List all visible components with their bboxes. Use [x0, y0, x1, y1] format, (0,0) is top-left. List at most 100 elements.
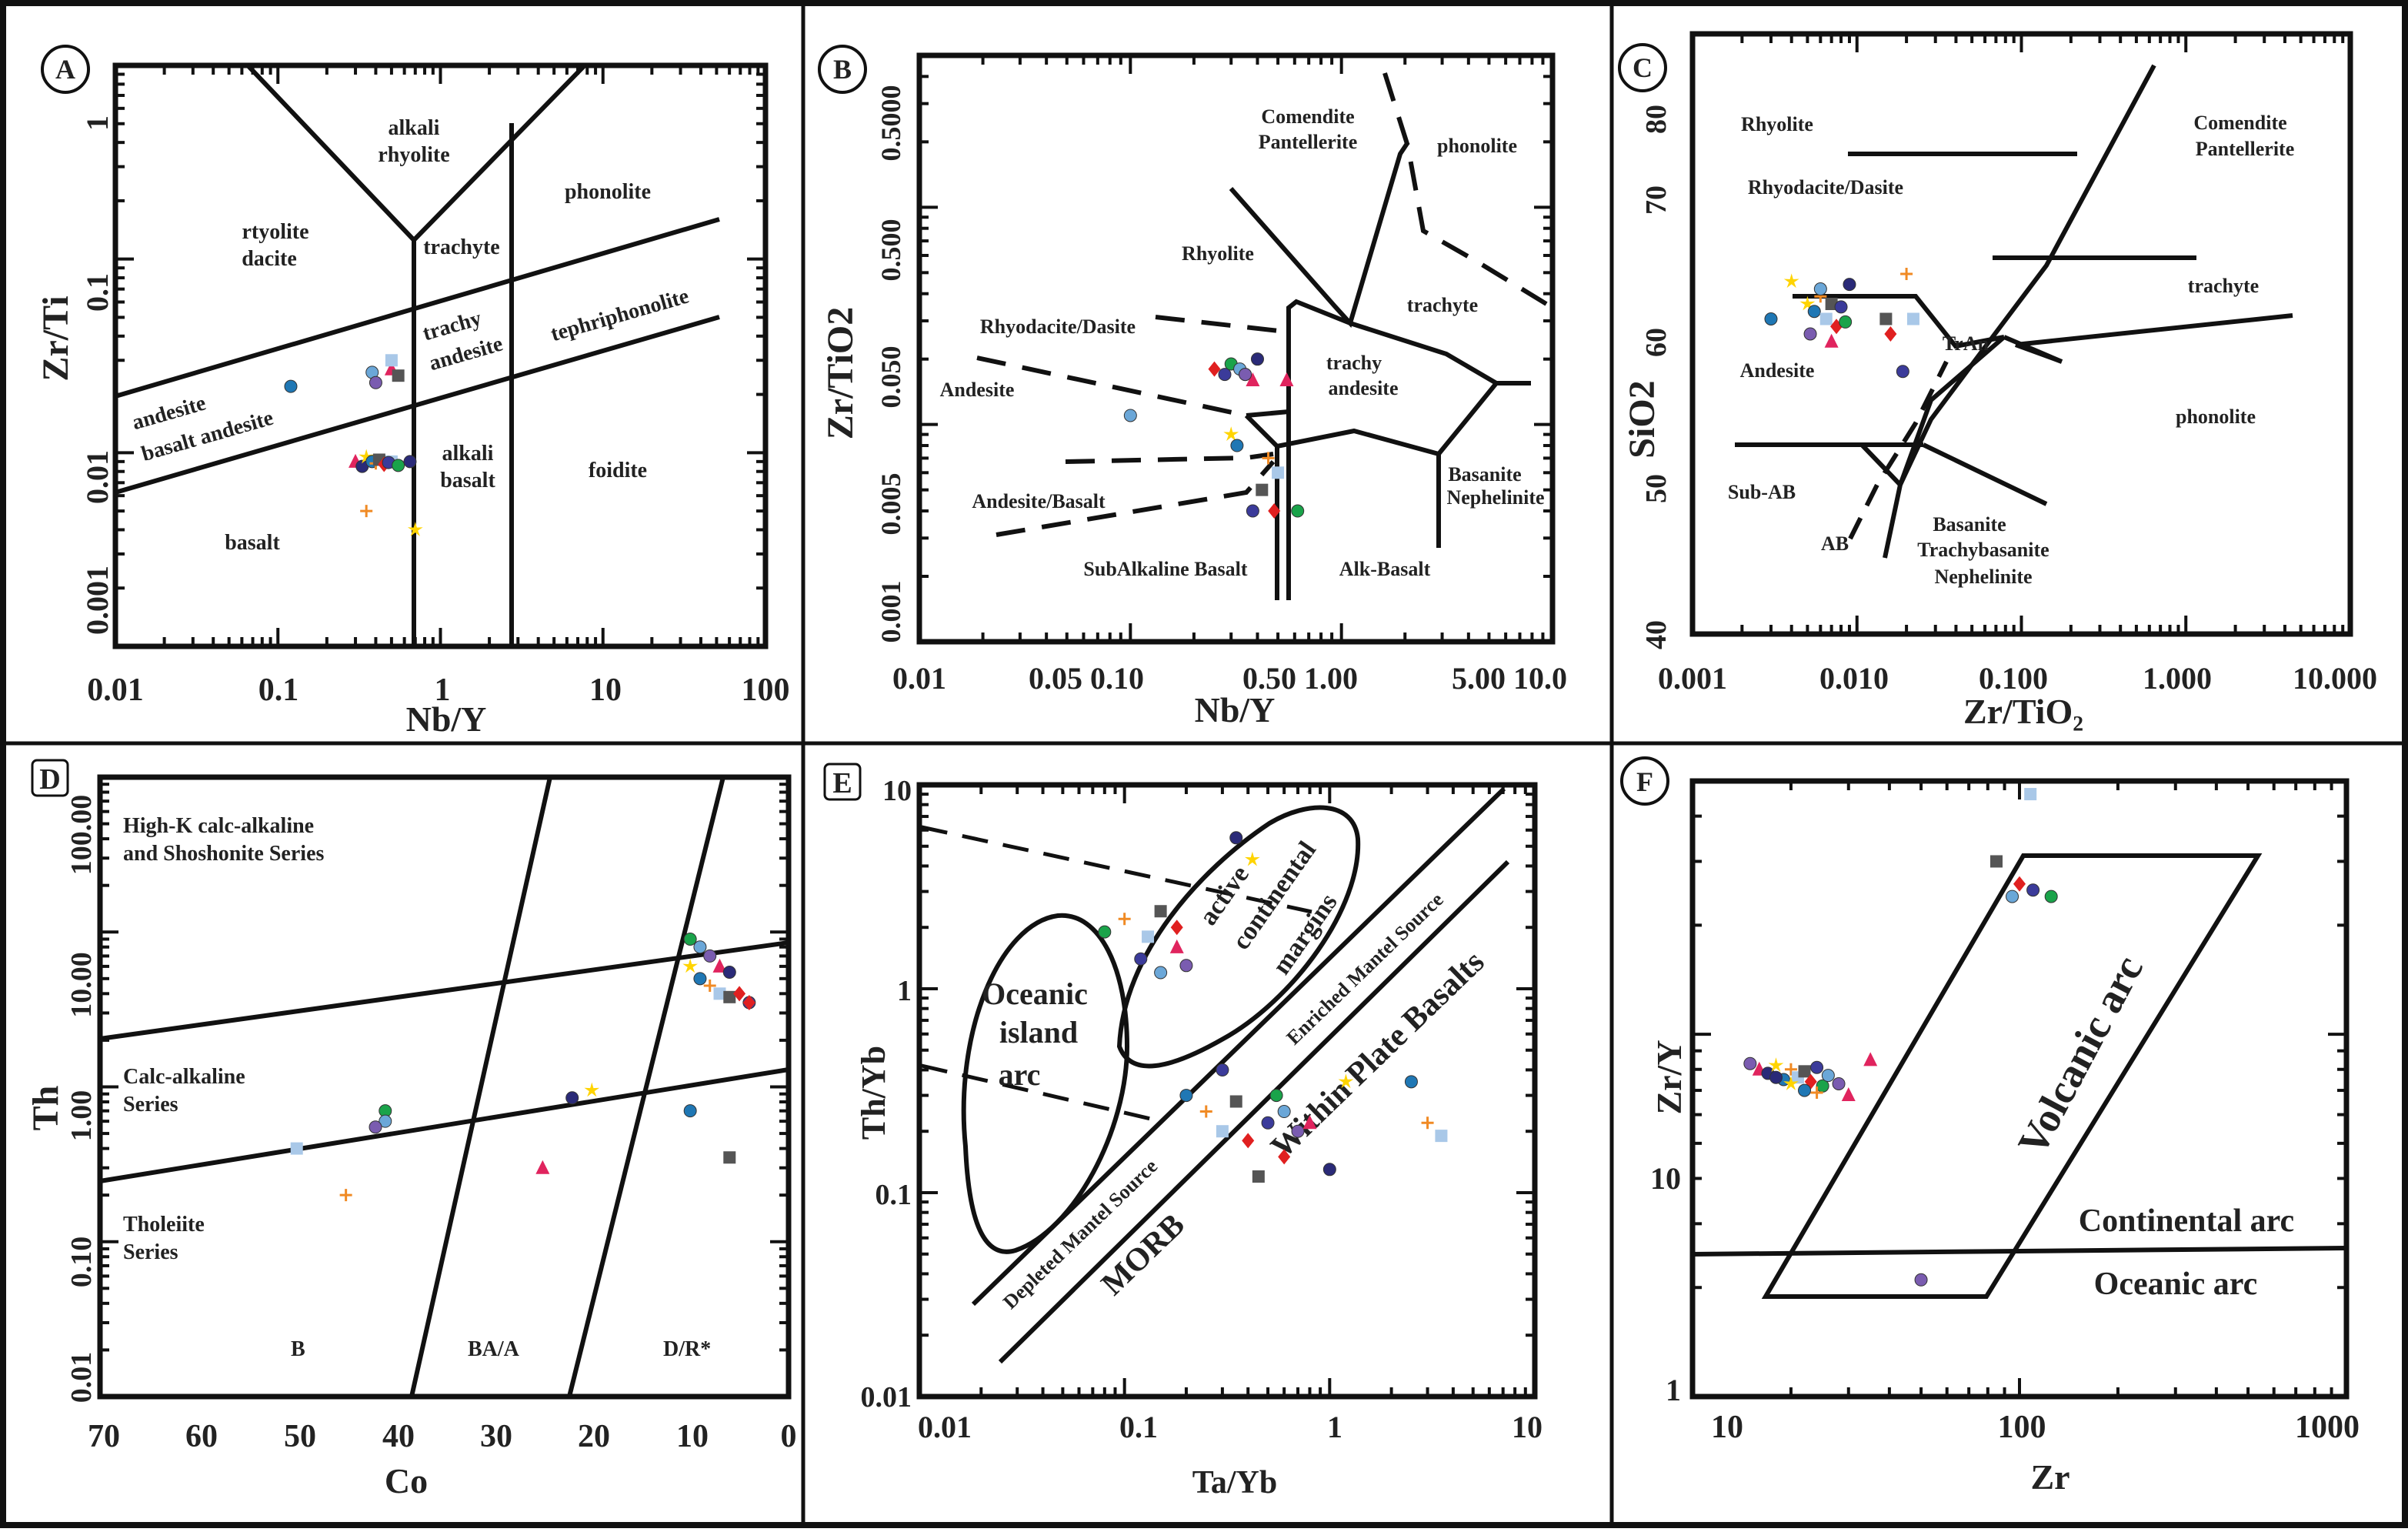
data-point	[1404, 1075, 1418, 1089]
field-e-2: arc	[999, 1057, 1041, 1092]
field-labels-b: Comendite Pantellerite phonolite Rhyolit…	[940, 105, 1545, 580]
panel-letter-c: C	[1633, 52, 1653, 83]
data-point	[1798, 1083, 1812, 1097]
field-c-0: Rhyolite	[1741, 113, 1813, 135]
ytick-b-1: 0.500	[875, 219, 906, 282]
data-point	[1239, 368, 1252, 382]
ytick-c-3: 50	[1640, 474, 1673, 503]
field-labels-e: Oceanic island arc active continental ma…	[982, 836, 1491, 1313]
field-b-5: Rhyodacite/Dasite	[980, 315, 1136, 338]
data-point	[535, 1160, 550, 1174]
field-b-7: andesite	[1329, 377, 1399, 399]
xlabel-c: Zr/TiO₂	[1963, 692, 2083, 731]
data-point	[2013, 876, 2026, 892]
ytick-a-3: 0.001	[80, 566, 115, 635]
data-point	[1810, 1060, 1824, 1074]
xtick-c-3: 1.000	[2143, 661, 2212, 696]
xtick-b-2: 0.50 1.00	[1242, 661, 1358, 696]
data-point	[1879, 312, 1893, 325]
data-point	[392, 459, 405, 472]
ytick-e-0: 10	[882, 775, 912, 807]
field-c-2: Pantellerite	[2196, 138, 2295, 160]
data-point	[723, 990, 736, 1003]
ytick-c-0: 80	[1640, 105, 1673, 134]
field-lines-a	[115, 63, 720, 646]
data-point	[1252, 1170, 1265, 1183]
data-point	[693, 972, 707, 986]
data-point	[742, 995, 755, 1011]
field-c-1: Comendite	[2193, 112, 2286, 134]
ytick-e-2: 0.1	[875, 1179, 912, 1211]
data-point	[733, 986, 746, 1002]
data-point	[1123, 409, 1137, 422]
panel-b: B 0.01 0.05 0.10 0.50 1.00 5.00 10.0 Nb/…	[818, 45, 1567, 729]
data-point	[1990, 855, 2003, 868]
field-c-12: Nephelinite	[1934, 566, 2032, 588]
field-c-11: Trachybasanite	[1917, 539, 2049, 561]
xtick-e-3: 10	[1512, 1410, 1543, 1444]
data-point	[2026, 883, 2040, 897]
data-point	[703, 980, 716, 993]
xtick-a-2: 1	[435, 673, 451, 708]
field-e-8: Depleted Mantel Source	[999, 1155, 1162, 1313]
data-point	[369, 375, 382, 389]
xlabel-a: Nb/Y	[406, 699, 487, 739]
data-point	[1218, 368, 1232, 382]
field-b-10: Nephelinite	[1446, 486, 1544, 509]
panel-letter-badge-b	[818, 45, 867, 94]
field-b-8: Andesite	[940, 379, 1015, 401]
data-point	[403, 455, 417, 469]
data-point	[1799, 295, 1816, 311]
data-point	[1246, 504, 1259, 518]
xtick-f-0: 10	[1711, 1410, 1743, 1445]
data-point	[385, 354, 398, 367]
field-d-6: B	[291, 1337, 305, 1361]
ytick-d-0: 100.00	[65, 795, 98, 876]
data-point	[1291, 504, 1305, 518]
data-point	[1906, 312, 1919, 325]
field-c-8: Sub-AB	[1728, 481, 1796, 503]
xtick-d-6: 10	[676, 1419, 709, 1454]
xlabel-d: Co	[385, 1461, 428, 1500]
field-c-5: TrAn	[1943, 332, 1989, 355]
xtick-e-2: 1	[1327, 1410, 1342, 1444]
data-point	[1435, 1130, 1448, 1143]
data-point	[1279, 372, 1294, 387]
field-c-3: Rhyodacite/Dasite	[1748, 176, 1903, 199]
data-point	[1246, 372, 1260, 387]
data-point	[1244, 851, 1260, 866]
field-d-1: and Shoshonite Series	[123, 842, 324, 866]
ylabel-d: Th	[25, 1086, 66, 1131]
xtick-a-3: 10	[589, 673, 622, 708]
field-b-1: Pantellerite	[1259, 131, 1358, 153]
plot-frame-e	[916, 782, 1538, 1400]
ytick-d-1: 10.00	[65, 952, 98, 1018]
data-point	[723, 1151, 736, 1164]
data-point	[712, 958, 727, 973]
data-point	[1824, 333, 1839, 348]
data-point	[722, 966, 736, 980]
field-f-0: Volcanic arc	[2009, 948, 2152, 1162]
ytick-e-3: 0.01	[861, 1381, 912, 1414]
field-d-7: BA/A	[468, 1337, 520, 1361]
panel-e: E 0.01 0.1 1 10 Ta/Yb 10 1 0.1 0.01 Th/Y…	[823, 763, 1543, 1500]
field-d-0: High-K calc-alkaline	[123, 814, 314, 838]
field-b-13: Alk-Basalt	[1339, 558, 1431, 580]
data-point	[1179, 959, 1193, 973]
data-points	[284, 268, 2058, 1287]
data-point	[1230, 439, 1244, 452]
field-a-3: dacite	[242, 247, 297, 271]
panel-letter-b: B	[833, 54, 852, 85]
xlabel-e: Ta/Yb	[1192, 1465, 1278, 1500]
data-point	[1798, 1065, 1811, 1078]
ytick-a-1: 0.1	[80, 273, 115, 312]
xtick-b-0: 0.01	[892, 661, 946, 696]
field-a-14: basalt	[225, 531, 280, 555]
field-d-2: Calc-alkaline	[123, 1065, 245, 1089]
data-point	[1261, 1116, 1275, 1130]
data-point	[1421, 1116, 1434, 1130]
field-c-9: AB	[1821, 532, 1849, 555]
field-e-0: Oceanic	[982, 976, 1088, 1011]
